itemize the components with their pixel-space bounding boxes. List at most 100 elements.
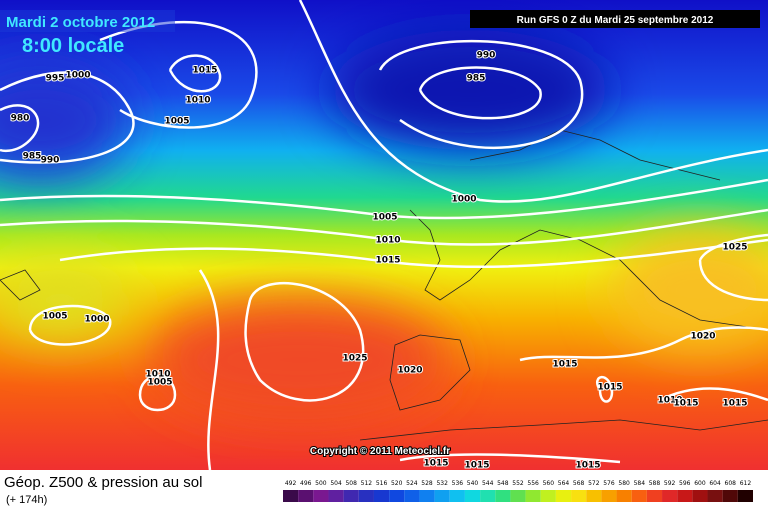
scale-label: 612 (740, 480, 752, 487)
scale-swatch (722, 490, 738, 502)
scale-swatch (419, 490, 435, 502)
isobar-label: 985 (23, 152, 42, 162)
scale-swatch (434, 490, 450, 502)
scale-label: 572 (588, 480, 600, 487)
scale-label: 600 (694, 480, 706, 487)
scale-swatch (495, 490, 511, 502)
isobar-label: 1010 (145, 370, 170, 380)
coastlines (0, 129, 768, 441)
isobar-label: 1015 (597, 383, 622, 393)
scale-label: 536 (452, 480, 464, 487)
scale-swatch (646, 490, 663, 502)
scale-swatch (677, 490, 693, 502)
isobar-label: 985 (467, 74, 486, 84)
scale-swatch (631, 490, 647, 502)
scale-swatch (555, 490, 572, 502)
scale-swatch (662, 490, 678, 502)
scale-swatch (525, 490, 541, 502)
date: Mardi 2 octobre 2012 (6, 14, 155, 31)
scale-label: 516 (376, 480, 388, 487)
legend: Géop. Z500 & pression au sol (+ 174h) 49… (0, 470, 768, 512)
scale-swatch (313, 490, 329, 502)
scale-label: 504 (330, 480, 342, 487)
isobar-label: 990 (41, 156, 60, 166)
scale-swatch (692, 490, 708, 502)
scale-swatch (389, 490, 405, 502)
scale-label: 596 (679, 480, 691, 487)
scale-swatch (737, 490, 753, 502)
scale-swatch (298, 490, 314, 502)
scale-label: 540 (467, 480, 479, 487)
isobar-label: 980 (11, 114, 30, 124)
time: 8:00 locale (22, 35, 124, 57)
run: Run GFS 0 Z du Mardi 25 septembre 2012 (517, 15, 714, 26)
date-box (0, 10, 175, 32)
isobar-label: 990 (477, 51, 496, 61)
scale-swatch (586, 490, 602, 502)
scale-swatch (540, 490, 556, 502)
isobar-label: 1015 (575, 461, 600, 471)
isobar-label: 1025 (342, 354, 367, 364)
scale-swatch (449, 490, 465, 502)
isobar-label: 1000 (451, 195, 476, 205)
scale-swatch (464, 490, 481, 502)
scale-swatch (707, 490, 723, 502)
scale-label: 512 (361, 480, 373, 487)
scale-label: 532 (436, 480, 448, 487)
legend-title: Géop. Z500 & pression au sol (4, 474, 203, 491)
scale-label: 508 (345, 480, 357, 487)
legend-subtitle: (+ 174h) (6, 494, 48, 506)
isobar-label: 1005 (42, 312, 67, 322)
scale-label: 552 (512, 480, 524, 487)
isobar-label: 1000 (65, 71, 90, 81)
scale-swatch (616, 490, 632, 502)
isobar-label: 1015 (423, 459, 448, 469)
isobar-label: 1005 (372, 213, 397, 223)
isobar-label: 1015 (464, 461, 489, 471)
scale-label: 500 (315, 480, 327, 487)
scale-swatch (601, 490, 617, 502)
isobar-label: 1010 (185, 96, 210, 106)
scale-label: 584 (634, 480, 646, 487)
scale-label: 564 (558, 480, 570, 487)
scale-swatch (373, 490, 390, 502)
scale-label: 492 (285, 480, 297, 487)
scale-label: 544 (482, 480, 494, 487)
isobar-label: 1015 (375, 256, 400, 266)
isobars (0, 0, 768, 470)
isobar-label: 1010 (657, 396, 682, 406)
scale-swatch (283, 490, 299, 502)
scale-swatch (480, 490, 496, 502)
scale-label: 608 (725, 480, 737, 487)
isobar-label: 1005 (164, 117, 189, 127)
isobar-label: 1015 (673, 399, 698, 409)
isobar-label: 1010 (375, 236, 400, 246)
isobar-label: 1015 (552, 360, 577, 370)
isobar-label: 1015 (722, 399, 747, 409)
isobar-label: 995 (46, 74, 65, 84)
scale-label: 580 (618, 480, 630, 487)
isobar-label: 1000 (84, 315, 109, 325)
isobar-label: 1020 (397, 366, 422, 376)
scale-swatch (571, 490, 587, 502)
scale-label: 556 (527, 480, 539, 487)
scale-label: 548 (497, 480, 509, 487)
isobar-label: 1005 (147, 378, 172, 388)
scale-label: 520 (391, 480, 403, 487)
scale-swatch (358, 490, 374, 502)
scale-label: 588 (649, 480, 661, 487)
run-box (470, 10, 760, 28)
field-shading (0, 30, 768, 420)
scale-swatch (343, 490, 359, 502)
scale-label: 576 (603, 480, 615, 487)
scale-label: 604 (709, 480, 721, 487)
scale-swatch (510, 490, 526, 502)
isobar-label: 1020 (690, 332, 715, 342)
isobar-label: 1025 (722, 243, 747, 253)
scale-label: 524 (406, 480, 418, 487)
scale-label: 560 (543, 480, 555, 487)
copyright: Copyright © 2011 Meteociel.fr (310, 446, 450, 457)
